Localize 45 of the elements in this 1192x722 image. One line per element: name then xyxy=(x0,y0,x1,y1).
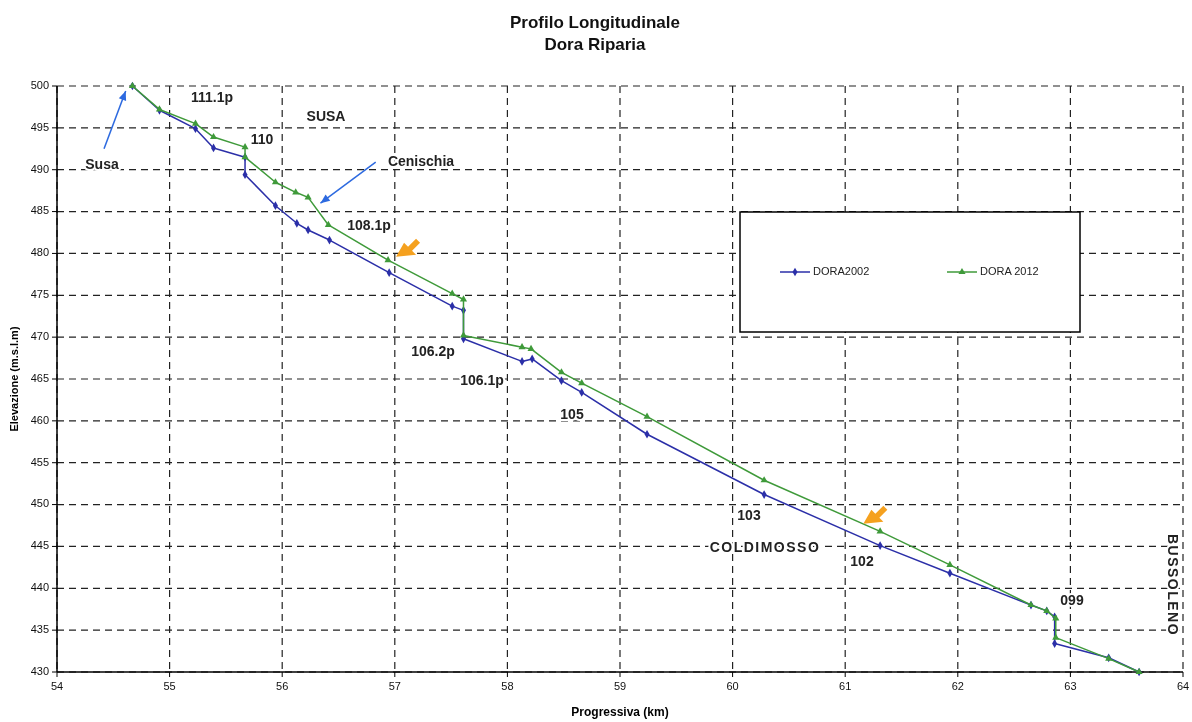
annotation: 106.1p xyxy=(460,371,504,388)
y-tick-label: 455 xyxy=(30,455,49,468)
y-tick-label: 440 xyxy=(30,581,49,594)
y-tick-label: 500 xyxy=(30,78,49,91)
x-tick-label: 56 xyxy=(276,680,289,692)
annotation: 108.1p xyxy=(347,216,391,233)
annotation: COLDIMOSSO xyxy=(709,538,821,555)
y-tick-label: 465 xyxy=(30,371,49,384)
x-axis-title: Progressiva (km) xyxy=(571,705,669,719)
y-tick-label: 480 xyxy=(30,246,49,259)
annotation: 106.2p xyxy=(411,342,455,359)
y-tick-label: 495 xyxy=(30,120,49,133)
y-tick-label: 485 xyxy=(30,204,49,217)
y-axis-title: Elevazione (m.s.l.m) xyxy=(8,326,20,432)
y-tick-label: 450 xyxy=(30,497,49,510)
annotation: 099 xyxy=(1060,591,1084,608)
x-tick-label: 55 xyxy=(163,680,176,692)
y-tick-label: 445 xyxy=(30,539,49,552)
annotation: 110 xyxy=(250,130,274,147)
y-tick-label: 460 xyxy=(30,413,49,426)
annotation: 105 xyxy=(560,405,584,422)
y-tick-label: 435 xyxy=(30,623,49,636)
x-tick-label: 59 xyxy=(613,680,627,692)
annotation: BUSSOLENO xyxy=(1165,533,1182,637)
x-tick-label: 58 xyxy=(501,680,514,692)
y-tick-label: 490 xyxy=(30,162,49,175)
y-tick-label: 470 xyxy=(30,330,49,343)
annotation: 102 xyxy=(850,552,874,569)
annotation: 111.1p xyxy=(190,88,234,105)
x-tick-label: 57 xyxy=(388,680,401,692)
legend-label: DORA2002 xyxy=(813,264,870,277)
annotation: Susa xyxy=(85,155,119,172)
x-tick-label: 62 xyxy=(951,680,964,692)
annotation: SUSA xyxy=(306,107,346,124)
x-tick-label: 60 xyxy=(726,680,739,692)
x-tick-label: 61 xyxy=(839,680,852,692)
annotation: Cenischia xyxy=(387,152,455,169)
y-tick-label: 475 xyxy=(30,288,49,301)
x-tick-label: 64 xyxy=(1176,680,1190,692)
chart-title: Profilo Longitudinale Dora Riparia xyxy=(510,13,680,54)
annotation: 103 xyxy=(737,506,761,523)
x-tick-label: 63 xyxy=(1064,680,1077,692)
x-tick-label: 54 xyxy=(50,680,64,692)
legend-label: DORA 2012 xyxy=(980,264,1039,277)
y-tick-label: 430 xyxy=(30,664,49,677)
